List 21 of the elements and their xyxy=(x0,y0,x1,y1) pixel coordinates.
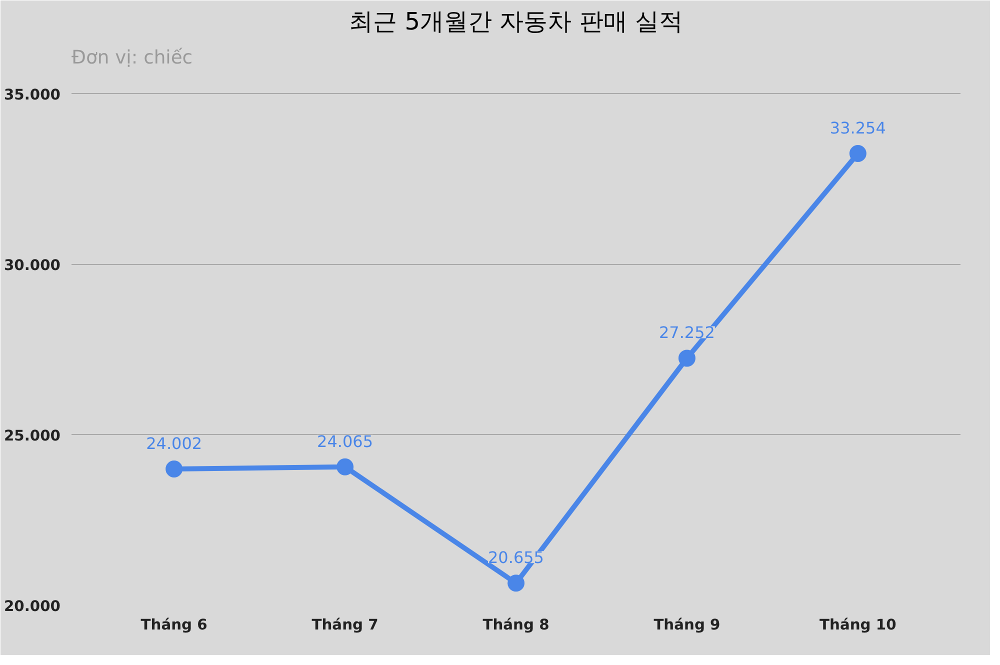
chart-subtitle: Đơn vị: chiếc xyxy=(72,48,193,68)
y-tick-label: 20.000 xyxy=(4,598,61,615)
y-tick-label: 35.000 xyxy=(4,86,61,104)
data-label: 24.065 xyxy=(317,432,374,451)
point xyxy=(678,350,696,367)
x-tick-label: Tháng 7 xyxy=(312,616,378,634)
data-label: 27.252 xyxy=(658,323,715,342)
point xyxy=(166,460,183,478)
point xyxy=(336,458,354,476)
x-tick-label: Tháng 9 xyxy=(654,616,720,634)
point xyxy=(849,145,866,162)
data-label: 20.655 xyxy=(488,548,544,568)
x-tick-label: Tháng 8 xyxy=(482,616,550,634)
data-label: 24.002 xyxy=(146,434,202,454)
data-label: 33.254 xyxy=(830,118,886,138)
y-tick-label: 30.000 xyxy=(4,256,61,274)
point xyxy=(508,574,524,592)
y-tick-label: 25.000 xyxy=(4,427,61,444)
x-tick-label: Tháng 6 xyxy=(140,616,208,634)
x-tick-label: Tháng 10 xyxy=(820,616,896,634)
chart-title: 최근 5개월간 자동차 판매 실적 xyxy=(349,8,683,36)
